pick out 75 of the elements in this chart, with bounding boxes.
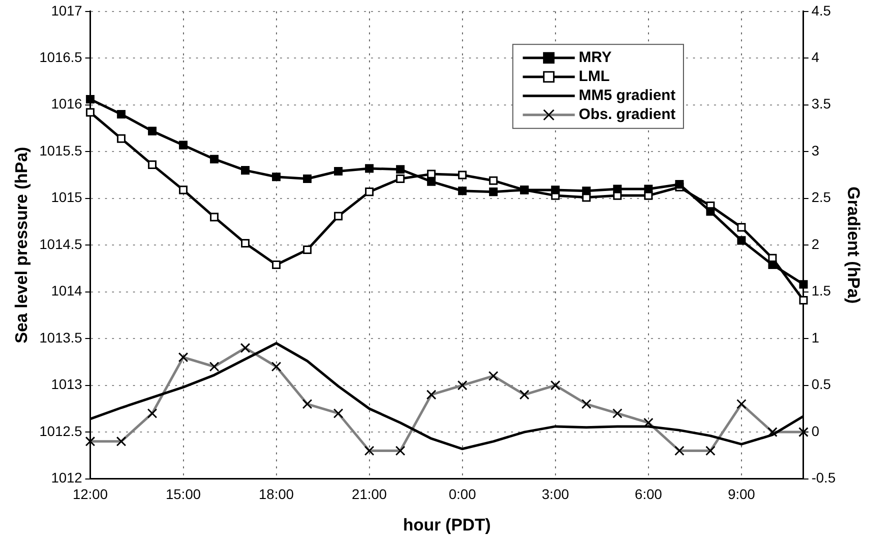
legend-label: LML xyxy=(578,68,610,86)
y2-axis-title: Gradient (hPa) xyxy=(844,186,864,304)
point xyxy=(737,223,746,232)
point xyxy=(644,184,653,194)
y2-tick-label: 0.5 xyxy=(811,376,832,392)
x-tick-label: 18:00 xyxy=(258,486,294,502)
point xyxy=(396,165,405,174)
point xyxy=(303,245,312,254)
legend-label: Obs. gradient xyxy=(578,106,676,124)
point xyxy=(551,186,560,194)
point xyxy=(116,134,126,143)
y-tick-label: 1014.5 xyxy=(39,236,82,252)
y-tick-label: 1015.5 xyxy=(39,142,82,158)
point xyxy=(799,280,808,289)
y2-tick-label: 4.5 xyxy=(811,2,832,18)
point xyxy=(489,176,498,185)
x-tick-label: 0:00 xyxy=(448,486,476,502)
point xyxy=(365,164,374,173)
y2-tick-label: -0.5 xyxy=(811,470,836,486)
y-tick-label: 1013 xyxy=(51,376,82,392)
y2-tick-label: 2 xyxy=(811,236,820,252)
y-tick-label: 1016 xyxy=(51,96,82,112)
y-tick-label: 1015 xyxy=(51,189,82,206)
point xyxy=(210,212,219,222)
point xyxy=(303,174,312,184)
x-tick-label: 6:00 xyxy=(634,486,662,502)
point xyxy=(365,188,374,196)
x-tick-label: 3:00 xyxy=(542,486,570,502)
point xyxy=(334,166,343,176)
point xyxy=(148,126,157,136)
point xyxy=(737,236,746,245)
x-tick-label: 12:00 xyxy=(72,486,108,502)
point xyxy=(458,170,467,180)
y-tick-label: 1016.5 xyxy=(39,49,82,65)
point xyxy=(582,186,591,196)
y-tick-label: 1014 xyxy=(51,282,82,299)
y2-tick-label: 3 xyxy=(811,142,820,158)
y-axis-title: Sea level pressure (hPa) xyxy=(12,146,31,344)
x-axis-title: hour (PDT) xyxy=(402,515,491,534)
point xyxy=(210,154,219,164)
legend-label: MRY xyxy=(578,49,612,66)
legend-label: MM5 gradient xyxy=(578,87,676,104)
point xyxy=(240,238,250,248)
point xyxy=(334,212,343,220)
point xyxy=(489,188,498,196)
point xyxy=(272,260,281,270)
y2-tick-label: 3.5 xyxy=(811,96,832,112)
point xyxy=(427,177,436,186)
y-tick-label: 1012.5 xyxy=(39,422,82,439)
point xyxy=(458,186,467,196)
point xyxy=(613,184,622,194)
y2-tick-label: 4 xyxy=(811,49,820,65)
point xyxy=(240,166,250,175)
y2-tick-label: 0 xyxy=(811,422,820,439)
x-tick-label: 21:00 xyxy=(352,486,388,502)
point xyxy=(675,180,684,189)
point xyxy=(86,108,95,117)
point xyxy=(768,260,777,270)
y-tick-label: 1012 xyxy=(51,470,82,486)
y-tick-label: 1013.5 xyxy=(39,329,82,346)
point xyxy=(272,172,281,182)
y2-tick-label: 1 xyxy=(811,329,820,346)
y2-tick-label: 1.5 xyxy=(811,282,832,299)
x-tick-label: 15:00 xyxy=(166,486,201,502)
point xyxy=(178,140,188,150)
x-tick-label: 9:00 xyxy=(728,486,756,502)
point xyxy=(116,110,126,119)
point xyxy=(706,207,715,216)
point xyxy=(396,174,405,184)
y2-tick-label: 2.5 xyxy=(811,189,832,206)
y-tick-label: 1017 xyxy=(51,2,82,18)
point xyxy=(178,186,188,194)
point xyxy=(86,94,95,104)
point xyxy=(148,160,157,169)
point xyxy=(799,296,808,305)
